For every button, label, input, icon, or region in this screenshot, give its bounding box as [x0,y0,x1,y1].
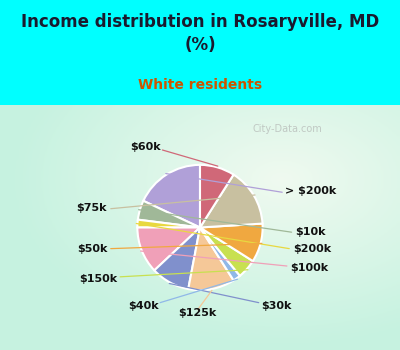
Wedge shape [200,175,262,228]
Text: City-Data.com: City-Data.com [252,124,322,134]
Wedge shape [200,228,240,280]
Text: White residents: White residents [138,78,262,92]
Text: $200k: $200k [293,245,331,254]
Wedge shape [143,165,200,228]
Wedge shape [137,220,200,228]
Wedge shape [188,228,234,290]
Text: $150k: $150k [79,274,117,284]
Wedge shape [200,224,263,261]
Text: $40k: $40k [128,301,158,311]
Wedge shape [200,165,234,228]
Text: $30k: $30k [261,301,292,311]
Text: $60k: $60k [130,142,161,152]
Wedge shape [137,228,200,270]
Wedge shape [154,228,200,289]
Text: $125k: $125k [178,308,217,318]
Text: $100k: $100k [290,262,328,273]
Text: $50k: $50k [77,245,107,254]
Wedge shape [138,201,200,228]
Text: > $200k: > $200k [286,186,337,196]
Text: Income distribution in Rosaryville, MD
(%): Income distribution in Rosaryville, MD (… [21,13,379,54]
Wedge shape [200,228,253,276]
Text: $75k: $75k [77,203,107,213]
Text: $10k: $10k [295,228,326,237]
